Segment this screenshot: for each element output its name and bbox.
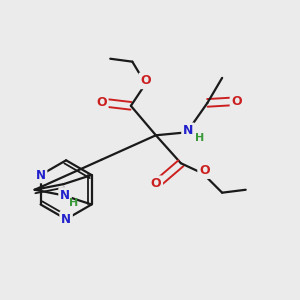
Text: O: O [232,95,242,108]
Text: O: O [199,164,210,177]
Text: H: H [195,133,205,143]
Text: O: O [151,177,161,190]
Text: N: N [36,169,46,182]
Text: O: O [96,96,107,110]
Text: N: N [183,124,194,137]
Text: N: N [60,189,70,202]
Text: N: N [61,213,71,226]
Text: O: O [140,74,151,87]
Text: H: H [69,198,79,208]
